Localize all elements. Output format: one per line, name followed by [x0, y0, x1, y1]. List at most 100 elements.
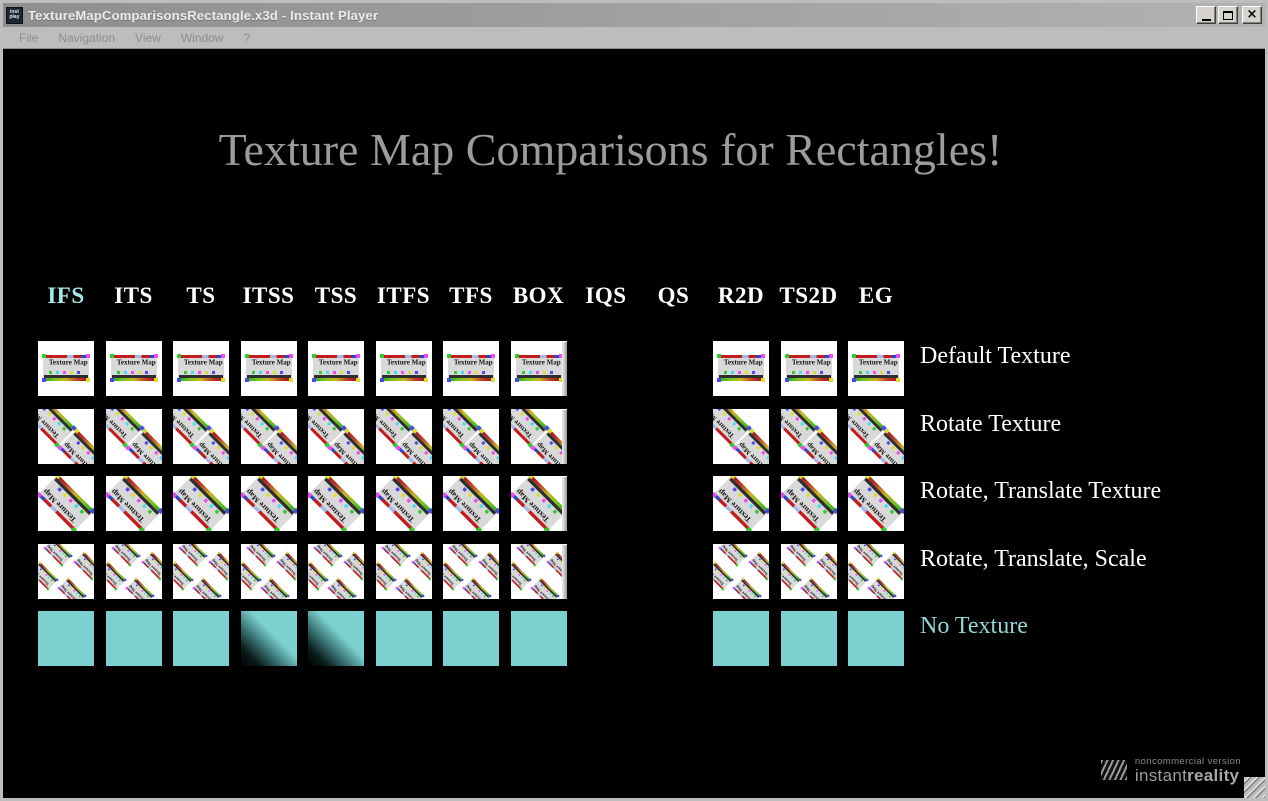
- texture-dark-bar: [719, 375, 763, 378]
- texture-map-card: Texture Map: [312, 354, 360, 382]
- corner-dot-green: [383, 587, 387, 591]
- color-dot: [276, 503, 282, 509]
- corner-dot-blue: [784, 378, 789, 382]
- minimize-button[interactable]: [1196, 6, 1216, 24]
- color-dot: [528, 371, 532, 374]
- color-dot: [333, 371, 336, 374]
- corner-dot-blue: [798, 577, 802, 581]
- color-dot: [454, 371, 457, 374]
- color-dot: [535, 492, 541, 498]
- texture-rainbow-bar: [448, 378, 494, 381]
- color-dot: [251, 371, 255, 374]
- color-dot: [805, 371, 809, 374]
- 3d-viewport[interactable]: Texture Map Comparisons for Rectangles! …: [3, 49, 1265, 798]
- texture-map-card: Texture Map: [73, 550, 94, 581]
- corner-dot-yellow: [555, 550, 559, 554]
- texture-cell-ifs-rotate-translate-scale: Texture Map Texture Map Texture Map Texture…: [38, 543, 94, 599]
- corner-dot-blue: [865, 577, 869, 581]
- color-dot: [379, 408, 384, 411]
- box-side-face: [561, 409, 567, 464]
- corner-dot-blue: [151, 593, 155, 597]
- texture-color-dots: [184, 371, 215, 374]
- texture-map-card: Texture Map: [38, 560, 59, 591]
- color-dot: [198, 371, 201, 374]
- maximize-button[interactable]: [1218, 6, 1238, 24]
- corner-dot-green: [70, 526, 78, 531]
- corner-dot-green: [109, 354, 114, 358]
- texture-map-card: Texture Map: [178, 543, 208, 567]
- menu-bar: File Navigation View Window?: [3, 27, 1265, 49]
- texture-cell-itss-rotate-translate-scale: Texture Map Texture Map Texture Map Texture…: [240, 543, 297, 599]
- color-dot: [738, 371, 741, 374]
- corner-dot-green: [90, 577, 94, 581]
- color-dot: [461, 371, 464, 374]
- texture-map-card: Texture Map: [883, 550, 904, 581]
- corner-dot-yellow: [781, 560, 785, 564]
- color-dot: [258, 371, 262, 374]
- resize-grip[interactable]: [1244, 777, 1265, 798]
- texture-top-bar: [448, 355, 494, 358]
- corner-dot-green: [788, 587, 792, 591]
- logo-noncommercial-text: noncommercial version: [1134, 756, 1241, 767]
- menu-item-navigation[interactable]: Navigation: [58, 30, 116, 45]
- texture-map-card: Texture Map: [244, 354, 293, 382]
- texture-map-card: Texture Map: [815, 550, 837, 581]
- menu-item-file[interactable]: File: [19, 30, 39, 45]
- texture-map-card: Texture Map: [313, 543, 343, 567]
- corner-dot-blue: [177, 378, 181, 382]
- corner-dot-magenta: [86, 354, 90, 358]
- row-label-rotate-translate-texture: Rotate, Translate Texture: [920, 478, 1162, 504]
- texture-dark-bar: [786, 375, 831, 378]
- corner-dot-magenta: [896, 354, 900, 358]
- color-dot: [791, 371, 795, 374]
- texture-rainbow-bar: [380, 378, 427, 381]
- corner-dot-yellow: [285, 550, 289, 554]
- color-dot: [496, 455, 499, 460]
- color-dot: [123, 371, 127, 374]
- color-dot: [130, 492, 136, 498]
- corner-dot-green: [177, 354, 181, 358]
- corner-dot-green: [292, 577, 296, 581]
- corner-dot-yellow: [491, 378, 495, 382]
- corner-dot-magenta: [140, 560, 144, 564]
- corner-dot-green: [262, 563, 266, 567]
- color-dot: [265, 371, 269, 374]
- corner-dot-blue: [244, 378, 249, 382]
- texture-color-dots: [319, 371, 350, 374]
- texture-cell-tss-rotate-translate-scale: Texture Map Texture Map Texture Map Texture…: [308, 543, 364, 599]
- close-icon: ×: [1246, 7, 1258, 22]
- color-dot: [347, 371, 350, 374]
- color-dot: [42, 408, 47, 411]
- corner-dot-blue: [447, 378, 451, 382]
- menu-item-window[interactable]: Window: [180, 30, 224, 45]
- corner-dot-green: [532, 563, 536, 567]
- texture-dark-bar: [449, 375, 493, 378]
- texture-map-card: Texture Map: [713, 476, 769, 531]
- corner-dot-yellow: [288, 378, 293, 382]
- texture-map-card: Texture Map: [785, 543, 816, 567]
- corner-dot-green: [127, 563, 131, 567]
- color-dot: [468, 371, 471, 374]
- corner-dot-green: [495, 577, 499, 581]
- color-dot: [752, 371, 755, 374]
- corner-dot-magenta: [221, 354, 225, 358]
- color-dot: [546, 503, 552, 509]
- texture-map-card: Texture Map: [375, 476, 432, 531]
- corner-dot-green: [195, 563, 199, 567]
- color-dot: [130, 371, 134, 374]
- menu-item--[interactable]: ?: [243, 30, 251, 45]
- color-dot: [281, 509, 287, 515]
- corner-dot-yellow: [356, 378, 360, 382]
- color-dot: [407, 371, 411, 374]
- texture-map-card: Texture Map: [110, 543, 141, 567]
- corner-dot-blue: [488, 593, 492, 597]
- texture-map-card: Texture Map: [515, 543, 546, 567]
- titlebar[interactable]: inst play TextureMapComparisonsRectangle…: [3, 3, 1265, 27]
- corner-dot-green: [852, 354, 856, 358]
- corner-dot-blue: [325, 577, 329, 581]
- close-button[interactable]: ×: [1242, 6, 1262, 24]
- texture-cell-its-none: [105, 611, 162, 666]
- menu-item-view[interactable]: View: [135, 30, 161, 45]
- texture-cell-box-none: [510, 611, 567, 666]
- corner-dot-blue: [826, 593, 830, 597]
